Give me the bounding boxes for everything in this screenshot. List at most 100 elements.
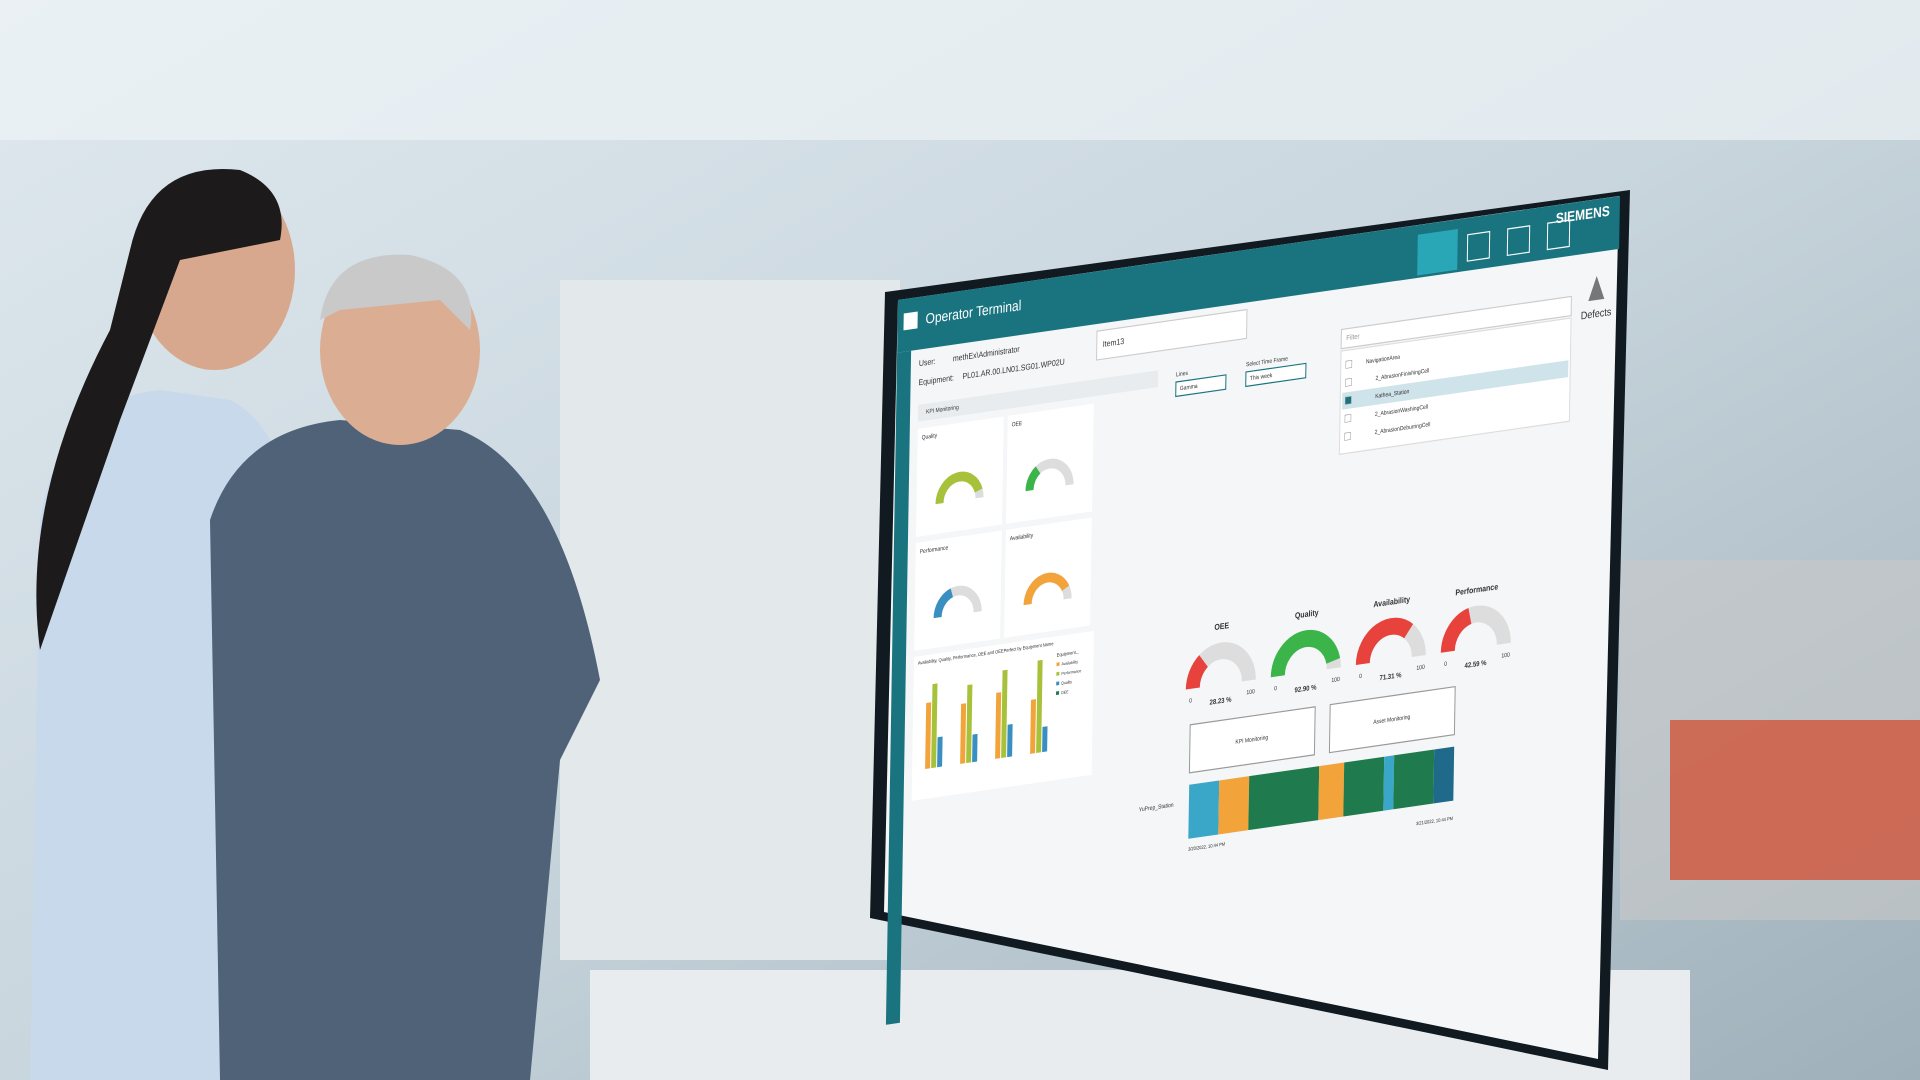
legend-swatch (1056, 681, 1060, 686)
timeline-segment (1393, 749, 1435, 810)
gauge-fill (1355, 617, 1414, 666)
bar (1001, 669, 1008, 759)
time-select[interactable] (1245, 362, 1307, 388)
gauge-fill (1185, 655, 1209, 690)
tree-item[interactable]: NavigationArea (1366, 354, 1401, 366)
legend-entry: Performance (1061, 668, 1081, 676)
timeline-station: YuPrep_Station (1139, 802, 1174, 813)
gauge-value: 42.59 % (1464, 659, 1486, 670)
tree-checkbox[interactable] (1344, 396, 1352, 405)
nav-icon[interactable] (1506, 225, 1531, 257)
gauge-title: Quality (922, 433, 938, 442)
defects-icon[interactable] (1588, 275, 1605, 302)
gauge-value: 71.31 % (1379, 672, 1401, 683)
gauge-min: 0 (1359, 673, 1362, 680)
timeline-start: 3/20/2022, 10:44 PM (1188, 841, 1225, 852)
timeline-segment (1218, 776, 1250, 835)
filter-box[interactable] (1340, 295, 1572, 350)
bar (925, 702, 932, 769)
tree-checkbox[interactable] (1344, 432, 1351, 441)
line-value: Gamma (1180, 383, 1199, 392)
filter: Filter (1346, 333, 1360, 343)
bar (1007, 724, 1013, 758)
gauge-title: Performance (920, 545, 949, 556)
item-box[interactable] (1096, 308, 1248, 361)
timeline-segment (1248, 766, 1320, 831)
kpi-panel-title: KPI Monitoring (926, 405, 959, 416)
bar (931, 683, 938, 769)
gauge-fill (1270, 630, 1341, 678)
buttons: KPI Monitoring Asset Monitoring (1188, 685, 1456, 774)
tree-checkbox[interactable] (1345, 360, 1353, 369)
tree-item[interactable]: Kathea_Station (1375, 389, 1409, 400)
gauge-min: 0 (1189, 698, 1192, 705)
legend-swatch (1056, 662, 1060, 667)
bar (1036, 659, 1043, 753)
gauge-title: Availability (1010, 533, 1034, 543)
gauge-fill (933, 588, 954, 619)
tree-checkbox[interactable] (1345, 378, 1352, 387)
legend-swatch (1056, 691, 1060, 696)
machine (560, 280, 900, 960)
woman-hair (36, 169, 282, 650)
timeline-segment (1383, 755, 1395, 811)
gauge-value: 92.90 % (1294, 684, 1316, 695)
gauge-fill (935, 471, 983, 505)
legend-swatch (1056, 671, 1060, 676)
legend-entry: OEE (1061, 689, 1069, 696)
tree-selected (1342, 360, 1569, 410)
bar (1030, 699, 1036, 754)
gauge-fill (1440, 608, 1472, 653)
bar (1042, 726, 1048, 753)
gauge-max: 100 (1416, 664, 1424, 672)
gauge-fill (1025, 466, 1041, 492)
tree-checkbox[interactable] (1344, 414, 1352, 423)
timeline-segment (1433, 746, 1455, 804)
app-icon (903, 311, 918, 331)
kpi-panel-header (917, 370, 1159, 422)
bar (937, 736, 943, 768)
timeline-segment (1318, 762, 1345, 821)
gauge-label: Quality (1295, 607, 1319, 620)
nav-icon[interactable] (1546, 219, 1571, 251)
line-label: Lines (1176, 370, 1188, 378)
line-select[interactable] (1175, 374, 1227, 398)
timeline-segment (1188, 780, 1220, 839)
nav-button-label[interactable]: KPI Monitoring (1235, 735, 1268, 746)
gauge-label: OEE (1214, 620, 1229, 632)
nav-button[interactable] (1328, 685, 1456, 754)
legend-entry: Quality (1061, 679, 1072, 686)
gauge-max: 100 (1331, 677, 1339, 685)
nav-button-label[interactable]: Asset Monitoring (1373, 714, 1410, 726)
forklift (1670, 720, 1920, 880)
nav-button[interactable] (1188, 706, 1316, 774)
gauge-min: 0 (1274, 686, 1277, 693)
gauge-value: 28.23 % (1209, 696, 1231, 707)
sidebar (885, 350, 912, 1025)
timeline-segment (1343, 756, 1385, 817)
man-hair (320, 254, 472, 330)
screen-content: Operator Terminal SIEMENS User: methEx\A… (885, 196, 1620, 1025)
defects: Defects (1581, 306, 1612, 322)
gauge-max: 100 (1246, 689, 1254, 697)
gauge-min: 0 (1444, 661, 1447, 668)
bar (966, 684, 973, 764)
timeline (1188, 746, 1455, 839)
man-body (210, 420, 600, 1080)
nav-tab[interactable] (1417, 228, 1458, 276)
user-label: User: (919, 356, 936, 368)
item: Item13 (1103, 336, 1125, 349)
ceiling (0, 0, 1920, 140)
bar (960, 703, 967, 764)
timeline-end: 3/21/2022, 10:44 PM (1416, 816, 1453, 827)
legend-entry: Availability (1061, 659, 1078, 667)
gauge-title: OEE (1012, 421, 1023, 429)
nav-icon[interactable] (1466, 230, 1491, 262)
bar-chart (925, 659, 1048, 769)
small-gauges: Quality OEE Performance Availability (914, 403, 1094, 651)
gauge-max: 100 (1501, 652, 1509, 660)
